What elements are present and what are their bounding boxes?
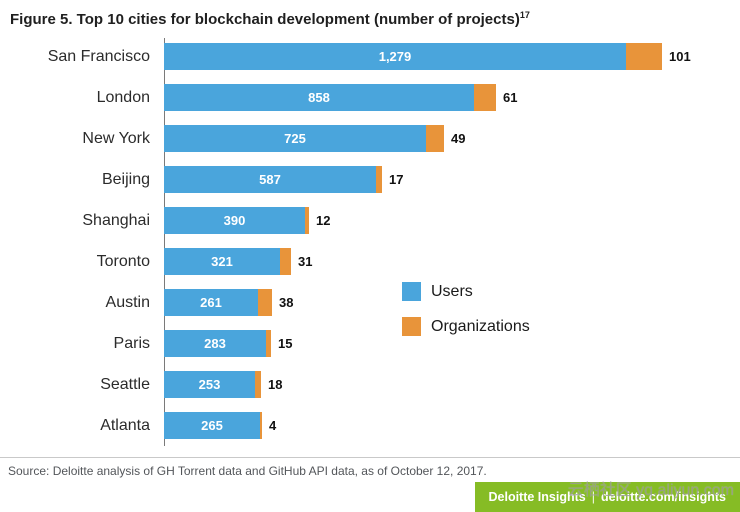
users-bar: 265 — [164, 412, 260, 439]
organizations-value-label: 18 — [268, 377, 283, 392]
organizations-bar — [474, 84, 496, 111]
chart-row: Seattle 253 18 — [0, 364, 740, 405]
source-note: Source: Deloitte analysis of GH Torrent … — [0, 457, 740, 482]
footer-brand-block: Deloitte Insights | deloitte.com/insight… — [474, 482, 740, 512]
organizations-value-label: 4 — [269, 418, 277, 433]
figure-title-text: Figure 5. Top 10 cities for blockchain d… — [10, 11, 520, 28]
legend-users-label: Users — [431, 282, 473, 300]
bar-track: 265 4 — [164, 412, 740, 439]
category-label: Beijing — [101, 170, 150, 188]
organizations-value-label: 101 — [669, 49, 691, 64]
figure-title-footnote: 17 — [519, 10, 530, 20]
legend-organizations-label: Organizations — [431, 317, 530, 335]
legend-item-users: Users — [402, 282, 530, 301]
bar-track: 1,279 101 — [164, 43, 740, 70]
chart-row: Paris 283 15 — [0, 323, 740, 364]
organizations-value-label: 31 — [298, 254, 313, 269]
organizations-bar — [255, 371, 261, 398]
organizations-value-label: 17 — [389, 172, 404, 187]
users-swatch-icon — [402, 282, 421, 301]
category-label: Shanghai — [82, 211, 150, 229]
chart-row: Atlanta 265 4 — [0, 405, 740, 446]
users-bar: 261 — [164, 289, 258, 316]
bar-track: 321 31 — [164, 248, 740, 275]
chart-row: New York 725 49 — [0, 118, 740, 159]
category-label: London — [96, 88, 150, 106]
chart-rows: San Francisco 1,279 101 London 858 61 New York… — [0, 36, 740, 446]
users-value-label: 587 — [259, 172, 281, 187]
organizations-value-label: 49 — [451, 131, 466, 146]
watermark: 云栖社区 yq.aliyun.com — [567, 482, 734, 499]
organizations-bar — [258, 289, 272, 316]
users-bar: 858 — [164, 84, 474, 111]
users-bar: 587 — [164, 166, 376, 193]
users-bar: 283 — [164, 330, 266, 357]
footer-brand-name: Deloitte Insights — [488, 490, 586, 504]
category-label: Atlanta — [100, 416, 150, 434]
users-value-label: 283 — [204, 336, 226, 351]
chart-row: Shanghai 390 12 — [0, 200, 740, 241]
organizations-value-label: 38 — [279, 295, 294, 310]
organizations-value-label: 61 — [503, 90, 518, 105]
footer-link[interactable]: deloitte.com/insights — [600, 490, 726, 504]
users-bar: 321 — [164, 248, 280, 275]
category-label: San Francisco — [47, 47, 150, 65]
bar-chart: San Francisco 1,279 101 London 858 61 New York… — [0, 36, 740, 448]
chart-row: Austin 261 38 — [0, 282, 740, 323]
users-bar: 253 — [164, 371, 255, 398]
users-bar: 390 — [164, 207, 305, 234]
figure-title: Figure 5. Top 10 cities for blockchain d… — [0, 0, 740, 28]
footer-separator: | — [591, 490, 595, 504]
category-label: Austin — [105, 293, 150, 311]
organizations-bar — [426, 125, 444, 152]
chart-row: London 858 61 — [0, 77, 740, 118]
organizations-bar — [305, 207, 309, 234]
organizations-bar — [376, 166, 382, 193]
category-label: New York — [82, 129, 150, 147]
chart-row: Beijing 587 17 — [0, 159, 740, 200]
y-axis-line — [164, 38, 165, 446]
organizations-bar — [280, 248, 291, 275]
organizations-bar — [626, 43, 662, 70]
users-value-label: 253 — [198, 377, 221, 392]
chart-row: San Francisco 1,279 101 — [0, 36, 740, 77]
bar-track: 283 15 — [164, 330, 740, 357]
category-label: Seattle — [100, 375, 150, 393]
users-value-label: 321 — [211, 254, 233, 269]
users-bar: 725 — [164, 125, 426, 152]
category-label: Toronto — [96, 252, 150, 270]
users-bar: 1,279 — [164, 43, 626, 70]
bar-track: 858 61 — [164, 84, 740, 111]
organizations-value-label: 12 — [316, 213, 331, 228]
chart-row: Toronto 321 31 — [0, 241, 740, 282]
organizations-swatch-icon — [402, 317, 421, 336]
users-value-label: 1,279 — [378, 49, 412, 64]
chart-legend: Users Organizations — [402, 282, 530, 352]
legend-item-organizations: Organizations — [402, 317, 530, 336]
users-value-label: 390 — [223, 213, 246, 228]
bar-track: 253 18 — [164, 371, 740, 398]
bar-track: 587 17 — [164, 166, 740, 193]
bar-track: 390 12 — [164, 207, 740, 234]
category-label: Paris — [113, 334, 150, 352]
users-value-label: 725 — [284, 131, 306, 146]
users-value-label: 858 — [308, 90, 330, 105]
organizations-value-label: 15 — [278, 336, 293, 351]
bar-track: 261 38 — [164, 289, 740, 316]
organizations-bar — [260, 412, 262, 439]
footer-bar: Deloitte Insights | deloitte.com/insight… — [0, 482, 740, 512]
users-value-label: 261 — [200, 295, 222, 310]
users-value-label: 265 — [201, 418, 223, 433]
organizations-bar — [266, 330, 271, 357]
bar-track: 725 49 — [164, 125, 740, 152]
